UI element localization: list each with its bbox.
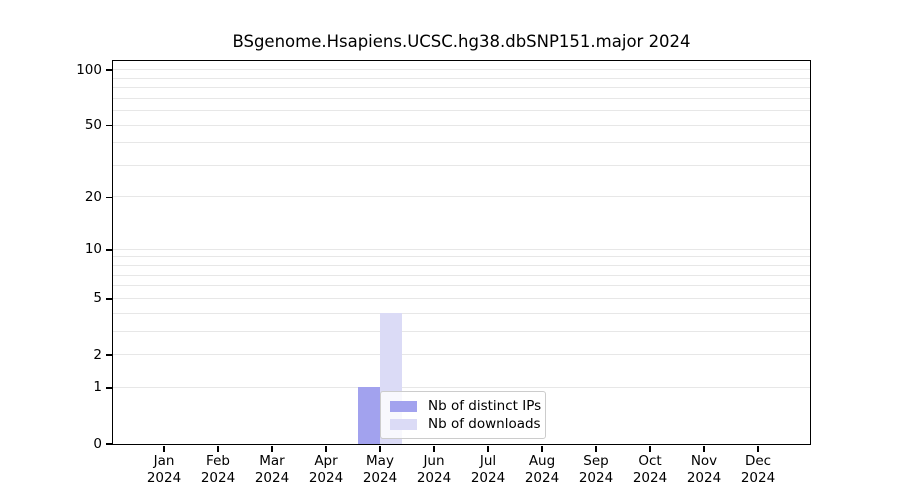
x-label-year: 2024 [578, 470, 614, 486]
gridline-40 [112, 142, 810, 144]
y-tick-20 [105, 196, 112, 199]
x-label-month: Mar [259, 453, 285, 469]
x-label-year: 2024 [254, 470, 290, 486]
gridline-30 [112, 164, 810, 166]
legend: Nb of distinct IPs Nb of downloads [380, 391, 546, 439]
x-tick-label-feb: Feb 2024 [188, 453, 248, 487]
plot-area [111, 59, 811, 445]
gridline-3 [112, 330, 810, 332]
x-tick-label-apr: Apr 2024 [296, 453, 356, 487]
x-tick-may [379, 445, 381, 452]
y-tick-label-0: 0 [93, 435, 102, 452]
x-label-year: 2024 [416, 470, 452, 486]
x-tick-aug [541, 445, 543, 452]
x-label-month: Jul [479, 453, 497, 469]
x-label-year: 2024 [308, 470, 344, 486]
legend-item-nb-of-distinct-ips: Nb of distinct IPs [390, 397, 541, 415]
gridline-80 [112, 87, 810, 89]
legend-swatch-nb-of-downloads [390, 418, 417, 430]
x-label-month: Feb [206, 453, 230, 469]
x-tick-dec [757, 445, 759, 452]
y-tick-label-100: 100 [76, 61, 102, 78]
x-label-month: May [366, 453, 394, 469]
y-tick-1 [105, 387, 112, 389]
x-label-month: Sep [583, 453, 609, 469]
x-tick-nov [703, 445, 705, 452]
x-label-month: Dec [744, 453, 772, 469]
x-tick-label-oct: Oct 2024 [620, 453, 680, 487]
x-label-year: 2024 [470, 470, 506, 486]
x-label-month: Oct [638, 453, 662, 469]
gridline-7 [112, 274, 810, 276]
x-label-year: 2024 [362, 470, 398, 486]
x-label-year: 2024 [200, 470, 236, 486]
legend-swatch-nb-of-distinct-ips [390, 400, 417, 412]
x-tick-label-aug: Aug 2024 [512, 453, 572, 487]
x-tick-label-mar: Mar 2024 [242, 453, 302, 487]
x-tick-feb [217, 445, 219, 452]
x-tick-label-dec: Dec 2024 [728, 453, 788, 487]
x-tick-label-nov: Nov 2024 [674, 453, 734, 487]
y-tick-label-10: 10 [84, 241, 102, 258]
x-label-year: 2024 [146, 470, 182, 486]
x-tick-label-jun: Jun 2024 [404, 453, 464, 487]
bar-nb-of-distinct-ips-may [357, 387, 380, 444]
x-tick-sep [595, 445, 597, 452]
x-label-month: Aug [528, 453, 556, 469]
legend-item-nb-of-downloads: Nb of downloads [390, 415, 541, 433]
gridline-10 [112, 248, 810, 250]
gridline-6 [112, 285, 810, 287]
x-label-year: 2024 [524, 470, 560, 486]
x-tick-label-sep: Sep 2024 [566, 453, 626, 487]
gridline-60 [112, 110, 810, 112]
y-tick-0 [105, 443, 112, 445]
x-label-month: Jan [153, 453, 175, 469]
gridline-5 [112, 297, 810, 299]
gridline-1 [112, 386, 810, 388]
gridline-90 [112, 77, 810, 79]
y-tick-label-50: 50 [84, 117, 102, 134]
gridline-2 [112, 354, 810, 355]
x-tick-label-jul: Jul 2024 [458, 453, 518, 487]
y-tick-10 [105, 249, 112, 251]
x-tick-oct [649, 445, 651, 452]
x-tick-label-jan: Jan 2024 [134, 453, 194, 487]
gridline-8 [112, 265, 810, 267]
y-tick-2 [105, 354, 112, 356]
gridline-100 [112, 69, 810, 71]
y-tick-label-5: 5 [93, 290, 102, 307]
x-tick-mar [271, 445, 273, 452]
x-tick-jul [487, 445, 489, 452]
gridline-70 [112, 97, 810, 99]
x-label-month: Nov [690, 453, 718, 469]
x-label-year: 2024 [686, 470, 722, 486]
gridline-4 [112, 312, 810, 314]
x-tick-jun [433, 445, 435, 452]
legend-label: Nb of downloads [428, 416, 541, 432]
x-label-month: Jun [423, 453, 445, 469]
gridline-9 [112, 256, 810, 258]
y-tick-label-2: 2 [93, 346, 102, 363]
x-label-year: 2024 [740, 470, 776, 486]
y-tick-5 [105, 298, 112, 300]
legend-label: Nb of distinct IPs [428, 398, 542, 414]
gridline-20 [112, 196, 810, 198]
x-label-month: Apr [314, 453, 338, 469]
x-tick-label-may: May 2024 [350, 453, 410, 487]
x-tick-apr [325, 445, 327, 452]
y-tick-label-20: 20 [84, 188, 102, 205]
gridline-50 [112, 124, 810, 126]
y-tick-50 [105, 124, 112, 127]
y-tick-label-1: 1 [93, 379, 102, 396]
x-tick-jan [163, 445, 165, 452]
x-label-year: 2024 [632, 470, 668, 486]
y-tick-100 [105, 69, 112, 71]
chart-title: BSgenome.Hsapiens.UCSC.hg38.dbSNP151.maj… [232, 32, 691, 51]
